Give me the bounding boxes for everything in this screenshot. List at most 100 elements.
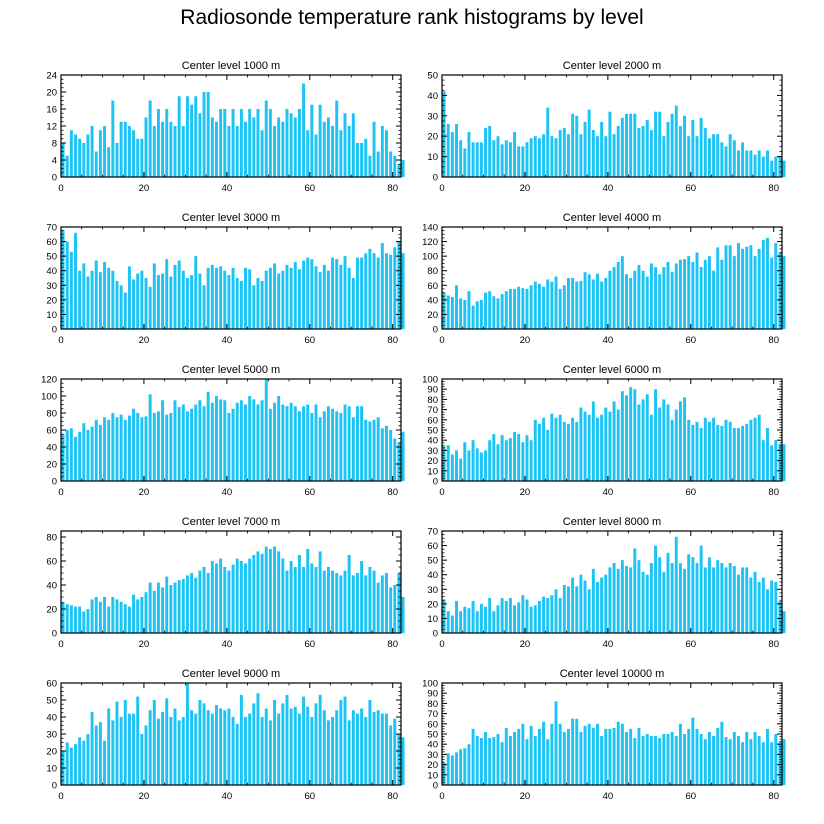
histogram-bar (745, 150, 749, 177)
histogram-bar (554, 138, 558, 177)
histogram-bar (736, 150, 740, 177)
histogram-bar (753, 571, 757, 633)
histogram-bar (206, 391, 210, 481)
histogram-bar (525, 142, 529, 177)
histogram-bar (244, 563, 247, 633)
histogram-bar (156, 582, 160, 633)
histogram-bar (666, 552, 670, 633)
histogram-bar (94, 419, 98, 481)
histogram-bar (554, 701, 558, 785)
histogram-bar (368, 700, 372, 785)
histogram-bar (69, 428, 73, 481)
histogram-bar (455, 600, 458, 633)
histogram-bar (575, 281, 579, 329)
y-tick-label: 60 (427, 415, 438, 426)
histogram-bar (185, 278, 189, 329)
histogram-bar (364, 419, 368, 481)
x-tick-label: 80 (387, 639, 398, 650)
x-tick-label: 60 (304, 335, 315, 346)
histogram-bar (219, 558, 223, 633)
histogram-bar (165, 576, 169, 633)
histogram-bar (616, 409, 620, 481)
histogram-bar (749, 577, 753, 633)
y-tick-label: 70 (427, 709, 438, 720)
histogram-bar (637, 727, 641, 785)
histogram-bar (74, 436, 77, 481)
panel-1: Center level 1000 m 0 4 8 12 16 20 24 0 20 40 60 80 (46, 60, 405, 194)
histogram-bar (111, 720, 115, 785)
histogram-bar (289, 402, 293, 481)
histogram-bar (674, 409, 678, 481)
histogram-bar (331, 570, 335, 633)
histogram-bar (355, 713, 359, 785)
histogram-bar (385, 713, 388, 785)
histogram-bar (297, 555, 301, 633)
histogram-bar (620, 560, 624, 633)
histogram-bar (293, 261, 297, 329)
histogram-bar (401, 597, 405, 633)
histogram-bar (156, 275, 160, 329)
histogram-bar (161, 587, 165, 633)
histogram-bar (326, 567, 330, 633)
histogram-bar (273, 546, 277, 633)
histogram-bar (194, 256, 198, 329)
histogram-bar (119, 601, 123, 633)
histogram-bar (268, 720, 272, 785)
histogram-bar (293, 117, 297, 177)
histogram-bar (591, 727, 595, 785)
histogram-bar (380, 243, 384, 329)
histogram-bar (732, 565, 736, 633)
y-tick-label: 40 (46, 443, 57, 454)
histogram-bar (393, 585, 397, 633)
histogram-bar (529, 725, 533, 785)
histogram-bar (542, 596, 546, 633)
histogram-bar (202, 92, 206, 177)
histogram-bar (351, 710, 355, 785)
histogram-bar (484, 731, 488, 785)
panel-title: Center level 8000 m (563, 516, 661, 528)
y-tick-label: 50 (46, 696, 57, 707)
x-tick-label: 40 (603, 487, 614, 498)
histogram-bar (666, 734, 670, 785)
histogram-bar (496, 605, 500, 633)
histogram-bar (331, 126, 335, 177)
y-tick-label: 80 (427, 266, 438, 277)
y-tick-label: 80 (46, 533, 57, 544)
histogram-bar (127, 126, 131, 177)
histogram-bar (508, 598, 512, 633)
histogram-bar (612, 134, 616, 177)
histogram-bar (248, 558, 252, 633)
histogram-bar (757, 248, 761, 329)
histogram-bar (546, 739, 550, 785)
histogram-bar (293, 706, 297, 785)
histogram-bar (600, 121, 604, 177)
y-tick-label: 0 (52, 477, 57, 488)
histogram-bar (107, 419, 111, 481)
histogram-bar (761, 240, 765, 329)
histogram-bar (691, 119, 695, 177)
histogram-bar (604, 728, 608, 785)
histogram-bar (463, 442, 467, 481)
histogram-bar (579, 134, 583, 177)
histogram-bar (712, 417, 716, 481)
histogram-bar (326, 406, 330, 481)
y-tick-label: 12 (46, 122, 57, 133)
histogram-bar (355, 406, 359, 481)
histogram-bar (649, 414, 653, 481)
y-tick-label: 0 (433, 173, 438, 184)
histogram-bar (339, 700, 343, 785)
histogram-bar (761, 577, 765, 633)
histogram-bar (289, 267, 293, 329)
x-tick-label: 60 (685, 791, 696, 802)
histogram-bar (542, 417, 546, 481)
histogram-bar (173, 400, 177, 481)
histogram-bar (181, 270, 185, 329)
histogram-bar (219, 109, 223, 177)
histogram-bar (252, 117, 256, 177)
panel-7: Center level 7000 m 0 20 40 60 80 0 20 40 60 80 (46, 516, 405, 650)
histogram-bar (281, 404, 285, 481)
histogram-bar (591, 279, 595, 329)
histogram-bar (620, 723, 624, 785)
histogram-bar (285, 264, 289, 329)
histogram-bar (475, 736, 479, 785)
